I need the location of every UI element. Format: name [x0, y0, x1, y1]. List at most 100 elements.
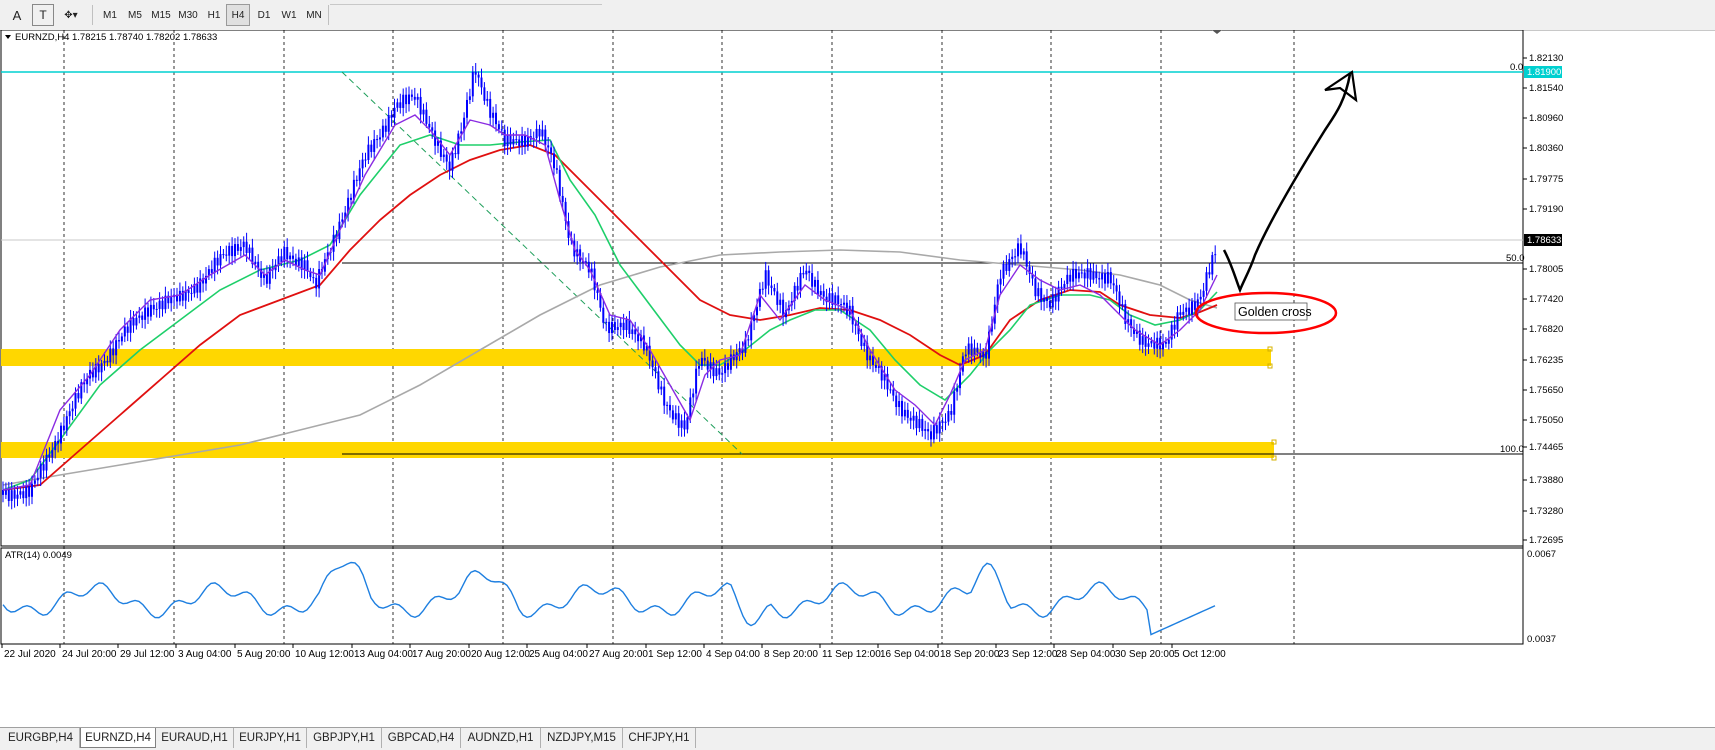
candle-body: [283, 247, 286, 263]
candle-body: [442, 154, 445, 157]
candle-body: [486, 98, 489, 101]
period-h1-button[interactable]: H1: [207, 9, 221, 21]
candle-body: [512, 139, 515, 145]
golden-cross-circle[interactable]: [1194, 291, 1338, 335]
candle-body: [561, 195, 564, 202]
zone-handle[interactable]: [1267, 363, 1273, 369]
candle-body: [170, 297, 173, 304]
tab-gbpcad-h4[interactable]: GBPCAD,H4: [382, 728, 461, 748]
arrows-tool-button[interactable]: ✥▾: [58, 4, 84, 26]
tab-nzdjpy-m15[interactable]: NZDJPY,M15: [541, 728, 623, 748]
candle-body: [709, 362, 712, 370]
candle-body: [773, 287, 776, 292]
candle-body: [732, 354, 735, 361]
period-mn-button[interactable]: MN: [306, 9, 322, 21]
period-m5-button[interactable]: M5: [128, 9, 142, 21]
projection-arrow-line[interactable]: [1222, 73, 1352, 294]
zone-handle[interactable]: [1271, 439, 1277, 445]
collapse-icon[interactable]: [5, 35, 11, 39]
candle-body: [1083, 272, 1086, 279]
candle-body: [1008, 259, 1011, 271]
candle-body: [1202, 290, 1205, 297]
period-m15-button[interactable]: M15: [151, 9, 171, 21]
tab-audnzd-h1[interactable]: AUDNZD,H1: [461, 728, 541, 748]
tab-gbpjpy-h1[interactable]: GBPJPY,H1: [307, 728, 382, 748]
candle-body: [1214, 254, 1217, 256]
candle-body: [634, 329, 637, 335]
candle-body: [802, 272, 805, 275]
candle-body: [587, 261, 590, 273]
candle-body: [524, 135, 526, 147]
candle-body: [866, 342, 869, 361]
tab-eurjpy-h1[interactable]: EURJPY,H1: [234, 728, 307, 748]
candle-body: [396, 102, 399, 108]
time-tick-label: 20 Aug 12:00: [471, 649, 530, 660]
price-axis: 1.82130 1.81540 1.80960 1.80360 1.79775 1.791…: [1523, 53, 1563, 546]
candle-body: [1205, 272, 1208, 291]
time-tick-label: 30 Sep 20:00: [1115, 649, 1175, 660]
candle-body: [988, 331, 990, 359]
candle-body: [158, 300, 161, 309]
candle-body: [953, 391, 956, 415]
candle-body: [292, 255, 294, 259]
tab-eurgbp-h4[interactable]: EURGBP,H4: [2, 728, 80, 748]
chart-header: EURNZD,H4 1.78215 1.78740 1.78202 1.7863…: [15, 32, 217, 43]
candle-body: [344, 212, 347, 220]
candle-body: [564, 201, 567, 222]
candle-body: [361, 159, 364, 169]
candle-body: [149, 304, 152, 317]
time-tick-label: 23 Sep 12:00: [998, 649, 1058, 660]
period-h4-button[interactable]: H4: [226, 4, 250, 26]
candle-body: [7, 488, 10, 501]
text-tool-button[interactable]: A: [12, 7, 22, 23]
zone-handle[interactable]: [1271, 455, 1277, 461]
candle-body: [1130, 319, 1133, 328]
text-label-tool-button[interactable]: T: [32, 4, 54, 26]
tab-eurnzd-h4[interactable]: EURNZD,H4: [80, 728, 156, 748]
candle-body: [880, 366, 883, 381]
candle-body: [1153, 341, 1156, 349]
period-d1-button[interactable]: D1: [257, 9, 271, 21]
zone-handle[interactable]: [1267, 346, 1273, 352]
candle-body: [1011, 256, 1014, 260]
fib-trend-line[interactable]: [341, 71, 743, 455]
period-m1-button[interactable]: M1: [103, 9, 117, 21]
candle-body: [48, 454, 51, 458]
candle-body: [706, 360, 709, 370]
candle-body: [840, 304, 843, 306]
candle-body: [1112, 283, 1115, 286]
candle-body: [439, 140, 442, 157]
candle-body: [703, 357, 706, 361]
tab-euraud-h1[interactable]: EURAUD,H1: [156, 728, 234, 748]
price-chart[interactable]: 0.0 50.0 100.0 Golden cross 1.81900 1.78…: [0, 29, 1672, 730]
period-m30-button[interactable]: M30: [178, 9, 198, 21]
candle-body: [408, 94, 410, 105]
candle-body: [80, 382, 83, 399]
candle-body: [260, 268, 263, 278]
projection-arrowhead[interactable]: [1324, 70, 1358, 103]
tab-chfjpy-h1[interactable]: CHFJPY,H1: [623, 728, 696, 748]
candle-body: [390, 115, 393, 118]
shift-marker-icon[interactable]: [1212, 30, 1222, 34]
candle-body: [1066, 274, 1069, 285]
chart-area[interactable]: 0.0 50.0 100.0 Golden cross 1.81900 1.78…: [0, 29, 1672, 735]
candle-body: [721, 373, 724, 375]
candle-body: [13, 490, 16, 499]
candle-body: [642, 335, 645, 351]
time-tick-label: 11 Sep 12:00: [822, 649, 881, 660]
candle-body: [71, 408, 74, 412]
period-w1-button[interactable]: W1: [281, 9, 297, 21]
candle-body: [225, 254, 228, 256]
support-zone-lower[interactable]: [1, 442, 1274, 458]
candle-body: [495, 112, 497, 125]
candle-body: [1162, 341, 1164, 350]
candle-body: [747, 339, 750, 341]
price-tick-label: 1.73880: [1529, 475, 1563, 486]
candle-body: [822, 291, 825, 297]
candle-body: [1086, 268, 1089, 279]
candle-body: [753, 315, 756, 322]
annotation-box[interactable]: [1234, 302, 1308, 321]
candle-body: [756, 306, 758, 316]
fib-50-label: 50.0: [1506, 253, 1525, 264]
candle-body: [1170, 324, 1173, 340]
